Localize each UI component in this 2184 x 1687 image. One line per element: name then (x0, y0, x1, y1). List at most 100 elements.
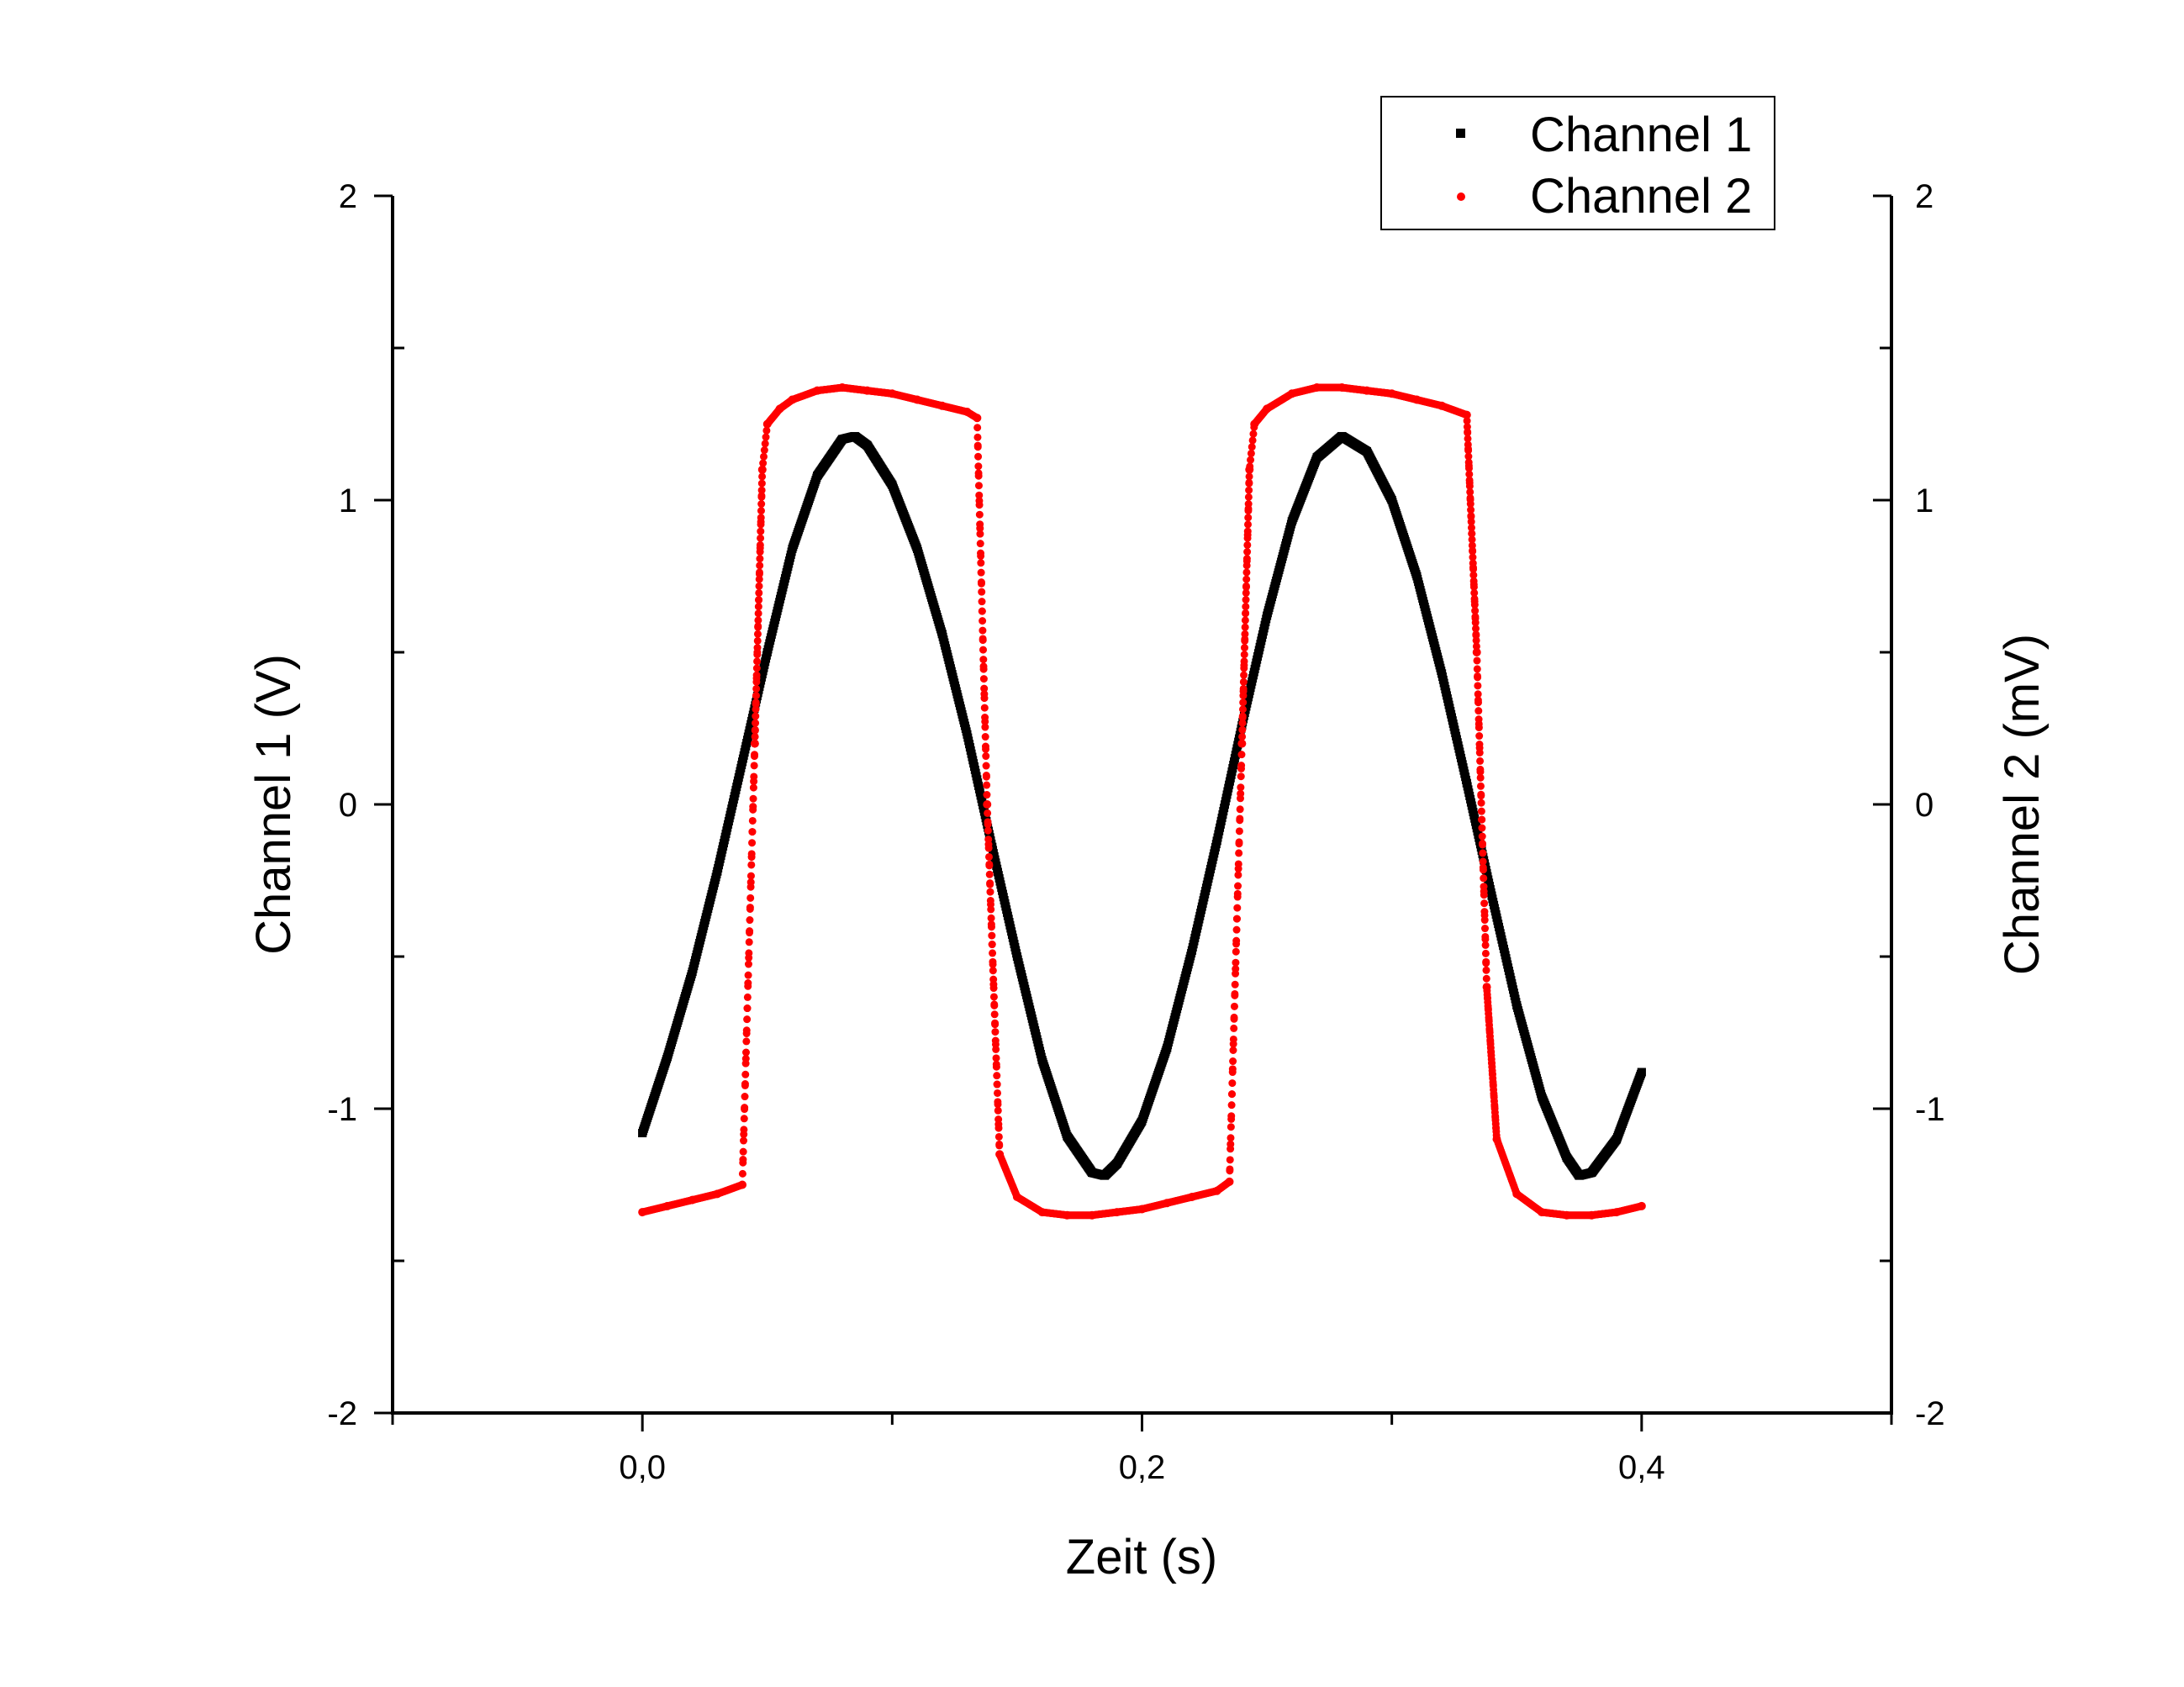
trace-marker (1243, 548, 1252, 556)
trace-marker (990, 1001, 999, 1010)
trace-marker (980, 704, 989, 712)
trace-marker (744, 960, 752, 968)
trace-marker (746, 904, 754, 913)
trace-marker (1480, 891, 1488, 899)
trace-marker (979, 675, 988, 683)
trace-marker (752, 705, 760, 714)
trace-marker (1476, 765, 1485, 773)
tick-labels: 0,0 0,2 0,4 2 1 0 -1 -2 2 1 0 -1 -2 (327, 178, 1944, 1486)
trace-marker (1241, 630, 1249, 638)
trace-marker (1480, 908, 1489, 916)
trace-marker (1479, 866, 1487, 874)
trace-marker (1463, 411, 1471, 419)
trace-marker (989, 984, 998, 993)
trace-marker (1473, 648, 1481, 656)
trace-marker (749, 783, 757, 792)
trace-marker (992, 1054, 1000, 1062)
trace-marker (1234, 860, 1242, 868)
trace-marker (753, 636, 762, 645)
trace-marker (758, 472, 767, 481)
trace-marker (977, 578, 985, 587)
trace-marker (1467, 524, 1475, 532)
trace-marker (753, 651, 762, 659)
trace-marker (1477, 790, 1485, 799)
trace-marker (1248, 436, 1257, 445)
trace-marker (740, 1126, 748, 1134)
trace-marker (741, 1070, 750, 1078)
trace-marker (1242, 561, 1251, 570)
y-right-tick-label: -2 (1915, 1395, 1945, 1432)
trace-marker (1233, 893, 1242, 901)
trace-marker (1239, 692, 1248, 700)
y-left-tick-label: 2 (339, 178, 357, 215)
trace-marker (1237, 783, 1245, 792)
trace-marker (1482, 957, 1490, 966)
trace-marker (1492, 1135, 1501, 1143)
trace-marker (738, 1181, 746, 1189)
trace-marker (1236, 816, 1244, 825)
trace-marker (1241, 616, 1249, 625)
trace-marker (1240, 671, 1248, 679)
trace-marker (1474, 690, 1482, 699)
legend-label-channel-1: Channel 1 (1530, 108, 1752, 162)
trace-marker (749, 794, 757, 803)
trace-marker (762, 433, 770, 441)
trace-marker (1232, 915, 1241, 923)
trace-marker (988, 931, 996, 940)
trace-marker (757, 527, 765, 535)
trace-marker (1237, 794, 1245, 803)
trace-marker (756, 540, 764, 549)
trace-marker (1241, 636, 1249, 645)
trace-marker (752, 692, 760, 700)
trace-marker (1467, 506, 1475, 514)
x-tick-label: 0,2 (1119, 1449, 1166, 1486)
trace-marker (990, 1010, 999, 1019)
trace-marker (1226, 1178, 1234, 1186)
trace-marker (1245, 472, 1253, 481)
trace-marker (754, 623, 762, 631)
trace-marker (991, 1036, 1000, 1045)
trace-marker (993, 1080, 1001, 1089)
trace-marker (745, 949, 753, 957)
trace-marker (1482, 966, 1490, 974)
trace-marker (1464, 446, 1473, 455)
trace-marker (1228, 1079, 1237, 1088)
trace-marker (748, 839, 757, 847)
trace-marker (1481, 941, 1490, 949)
trace-marker (986, 888, 994, 896)
trace-marker (994, 1089, 1002, 1097)
trace-marker (977, 568, 985, 577)
trace-marker (1474, 682, 1482, 690)
trace-marker (1637, 1068, 1646, 1077)
trace-marker (981, 714, 989, 722)
y-right-tick-label: -1 (1915, 1091, 1945, 1128)
trace-marker (1227, 1134, 1235, 1142)
trace-marker (1477, 799, 1485, 807)
trace-marker (743, 1004, 752, 1013)
trace-marker (1479, 841, 1487, 849)
trace-marker (974, 462, 983, 471)
trace-marker (1237, 772, 1245, 781)
trace-marker (986, 879, 994, 888)
trace-marker (1474, 715, 1483, 724)
trace-marker (1240, 664, 1248, 672)
trace-marker (1241, 623, 1249, 631)
trace-marker (1467, 518, 1475, 526)
trace-marker (1466, 500, 1474, 509)
trace-marker (757, 534, 765, 542)
trace-marker (1464, 464, 1473, 472)
trace-marker (981, 742, 989, 751)
trace-marker (1475, 748, 1484, 757)
legend-marker-channel-1 (1456, 129, 1465, 138)
trace-marker (747, 850, 756, 858)
legend-label-channel-2: Channel 2 (1530, 169, 1752, 224)
trace-marker (983, 781, 991, 789)
trace-marker (752, 677, 761, 686)
trace-marker (1466, 493, 1474, 502)
trace-marker (976, 540, 984, 548)
trace-marker (1475, 732, 1484, 741)
trace-marker (746, 872, 755, 880)
trace-marker (1227, 1112, 1236, 1120)
trace-marker (757, 520, 765, 529)
trace-marker (1474, 699, 1482, 707)
